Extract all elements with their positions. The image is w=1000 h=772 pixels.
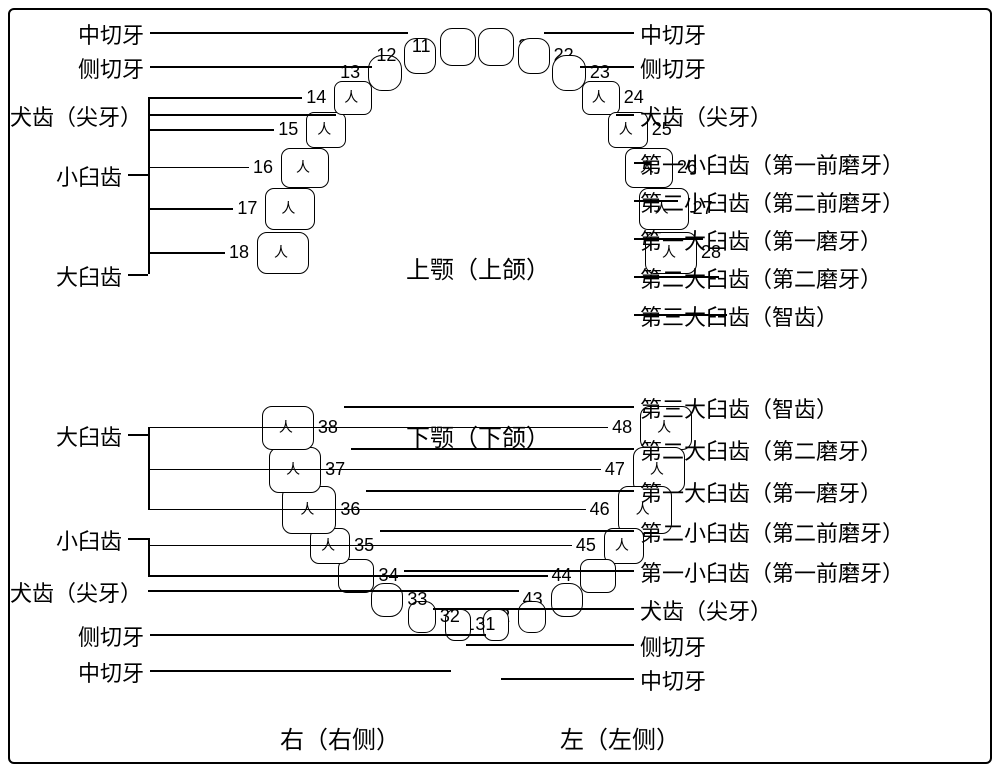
tooth-number-17: 17 (237, 198, 257, 219)
leader-line (404, 570, 634, 572)
leader-line (150, 66, 372, 68)
leader-line (148, 538, 150, 575)
leader-line (148, 469, 601, 471)
leader-line (148, 545, 572, 547)
leader-line (148, 129, 274, 131)
label-right-4: 第二小臼齿（第二前磨牙） (640, 186, 904, 218)
tooth-17 (265, 188, 315, 230)
leader-line (501, 678, 634, 680)
tooth-16 (281, 148, 329, 188)
leader-line (634, 276, 719, 278)
label-right-3: 第一小臼齿（第一前磨牙） (640, 148, 904, 180)
label-right-13: 犬齿（尖牙） (640, 594, 772, 626)
tooth-number-11: 11 (412, 36, 431, 57)
tooth-number-12: 12 (376, 45, 396, 66)
label-right-6: 第二大臼齿（第二磨牙） (640, 262, 882, 294)
leader-line (344, 406, 634, 408)
tooth-number-45: 45 (576, 535, 596, 556)
leader-line (148, 427, 150, 509)
label-left-0: 中切牙 (78, 18, 144, 50)
leader-line (150, 32, 408, 34)
label-left-4: 大臼齿 (56, 260, 122, 292)
leader-line (634, 314, 727, 316)
leader-line (634, 238, 703, 240)
leader-line (466, 644, 634, 646)
label-right-0: 中切牙 (640, 18, 706, 50)
label-right-2: 犬齿（尖牙） (640, 100, 772, 132)
leader-line (580, 66, 634, 68)
tooth-11 (440, 28, 476, 66)
label-right-1: 侧切牙 (640, 52, 706, 84)
leader-line (634, 162, 650, 164)
tooth-23 (552, 55, 586, 91)
bottom-right-label: 右（右侧） (280, 720, 400, 755)
tooth-45 (604, 528, 644, 564)
label-right-5: 第一大臼齿（第一磨牙） (640, 224, 882, 256)
leader-line (544, 32, 634, 34)
diagram-border (8, 8, 992, 764)
label-left-5: 大臼齿 (56, 420, 122, 452)
leader-line (148, 167, 150, 274)
tooth-33 (371, 583, 403, 617)
leader-line (634, 200, 678, 202)
label-left-2: 犬齿（尖牙） (10, 100, 142, 132)
bottom-left-label: 左（左侧） (560, 720, 680, 755)
label-left-6: 小臼齿 (56, 524, 122, 556)
tooth-number-48: 48 (612, 417, 632, 438)
tooth-14 (334, 81, 372, 115)
tooth-22 (518, 38, 550, 74)
leader-line (128, 434, 148, 436)
leader-line (148, 167, 249, 169)
leader-line (148, 590, 519, 592)
label-left-7: 犬齿（尖牙） (10, 576, 142, 608)
tooth-43 (551, 583, 583, 617)
tooth-number-46: 46 (590, 499, 610, 520)
tooth-number-14: 14 (306, 87, 326, 108)
tooth-number-31: 31 (475, 614, 495, 635)
center-upper-label: 上颚（上颌） (406, 250, 550, 285)
leader-line (128, 274, 148, 276)
leader-line (128, 538, 148, 540)
label-left-3: 小臼齿 (56, 160, 122, 192)
leader-line (148, 97, 302, 99)
leader-line (366, 490, 634, 492)
leader-line (148, 208, 233, 210)
leader-line (148, 427, 608, 429)
tooth-number-16: 16 (253, 157, 273, 178)
leader-line (128, 174, 148, 176)
leader-line (380, 530, 634, 532)
label-right-10: 第一大臼齿（第一磨牙） (640, 476, 882, 508)
leader-line (148, 114, 336, 116)
label-right-14: 侧切牙 (640, 630, 706, 662)
label-right-15: 中切牙 (640, 664, 706, 696)
tooth-number-15: 15 (278, 119, 298, 140)
label-right-12: 第一小臼齿（第一前磨牙） (640, 556, 904, 588)
label-left-9: 中切牙 (78, 656, 144, 688)
tooth-42 (518, 601, 546, 633)
label-right-8: 第三大臼齿（智齿） (640, 392, 838, 424)
tooth-number-18: 18 (229, 242, 249, 263)
leader-line (616, 114, 634, 116)
tooth-18 (257, 232, 309, 274)
leader-line (351, 448, 634, 450)
leader-line (148, 509, 586, 511)
tooth-number-33: 33 (407, 589, 427, 610)
tooth-number-47: 47 (605, 459, 625, 480)
label-left-8: 侧切牙 (78, 620, 144, 652)
leader-line (150, 634, 486, 636)
tooth-15 (306, 112, 346, 148)
leader-line (433, 608, 634, 610)
leader-line (148, 252, 225, 254)
leader-line (150, 670, 451, 672)
label-right-11: 第二小臼齿（第二前磨牙） (640, 516, 904, 548)
tooth-21 (478, 28, 514, 66)
label-right-9: 第二大臼齿（第二磨牙） (640, 434, 882, 466)
leader-line (148, 575, 548, 577)
leader-line (148, 97, 150, 174)
label-left-1: 侧切牙 (78, 52, 144, 84)
tooth-44 (580, 559, 616, 593)
label-right-7: 第三大臼齿（智齿） (640, 300, 838, 332)
tooth-24 (582, 81, 620, 115)
